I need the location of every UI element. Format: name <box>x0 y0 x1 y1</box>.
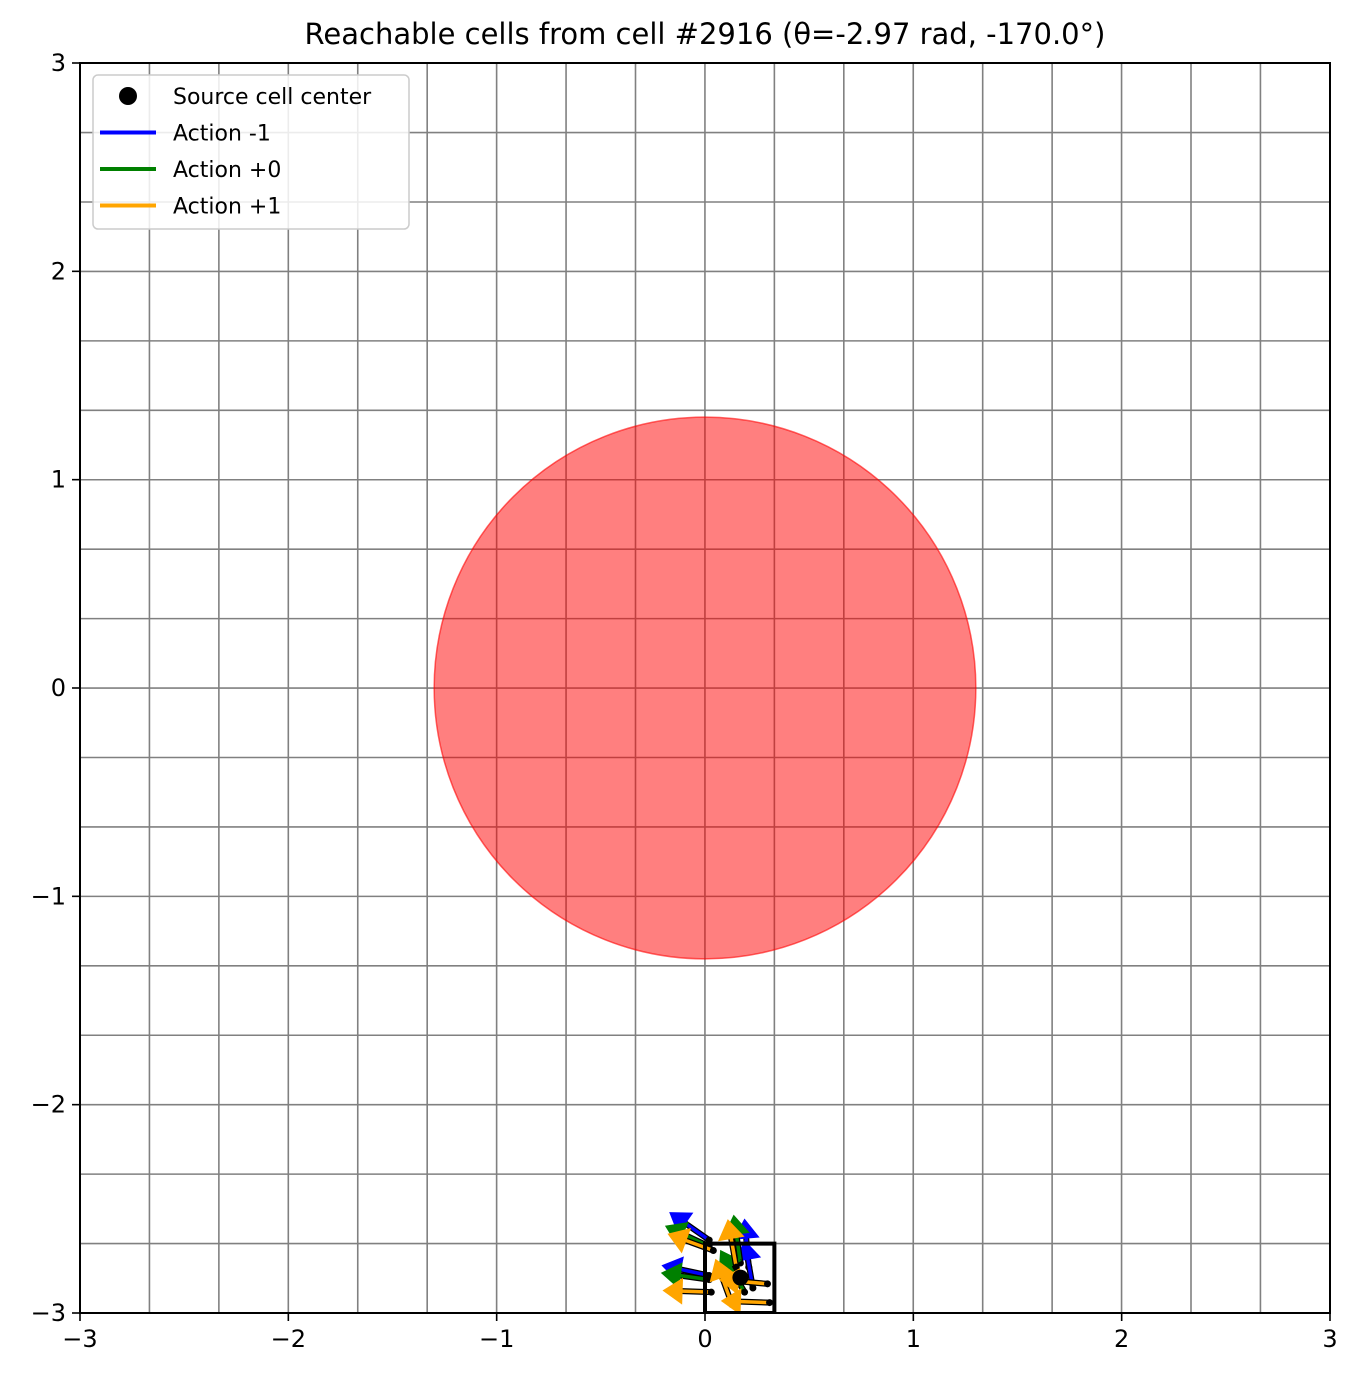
obstacle-layer <box>433 416 977 960</box>
x-tick-label: −1 <box>479 1325 514 1353</box>
legend-label: Action +1 <box>173 195 281 220</box>
x-tick-label: 2 <box>1114 1325 1129 1353</box>
y-tick-label: 0 <box>51 674 66 702</box>
x-tick-label: −3 <box>62 1325 97 1353</box>
arrow-origin-dot <box>766 1299 774 1307</box>
y-tick-label: −3 <box>31 1299 66 1327</box>
arrow-origin-dot <box>749 1284 757 1292</box>
arrow-head <box>667 1228 691 1254</box>
source-cell-center-dot <box>732 1269 749 1286</box>
arrow-head <box>662 1277 684 1305</box>
arrow-head <box>720 1288 742 1313</box>
y-tick-label: −1 <box>31 882 66 910</box>
x-tick-label: −2 <box>271 1325 306 1353</box>
arrow-origin-dot <box>741 1288 749 1296</box>
legend-entry: Source cell center <box>119 85 372 110</box>
arrow-origin-dot <box>709 1247 717 1254</box>
x-tick-label: 1 <box>906 1325 921 1353</box>
axis-ticks: −3 −2 −1 0 1 2 3 −3 −2 −1 0 1 2 3 <box>31 49 1338 1353</box>
x-tick-label: 3 <box>1322 1325 1337 1353</box>
source-cell-outline <box>703 1241 777 1313</box>
arrow-origin-dot <box>764 1280 771 1288</box>
legend-label: Action -1 <box>173 122 271 147</box>
legend-entry: Action +0 <box>100 158 281 183</box>
arrow-origin-dot <box>707 1288 715 1296</box>
arrow-origin-dot <box>732 1263 740 1271</box>
legend-entry: Action +1 <box>100 195 281 220</box>
arrow-shaft <box>683 1221 711 1242</box>
legend-label: Source cell center <box>173 85 372 110</box>
arrow-shaft <box>738 1299 772 1305</box>
reachable-arrow <box>667 1228 717 1254</box>
y-tick-label: 3 <box>51 49 66 77</box>
y-tick-label: 1 <box>51 466 66 494</box>
arrow-shaft <box>684 1238 716 1253</box>
legend-marker-dot <box>119 87 137 105</box>
arrows-layer <box>660 1212 774 1313</box>
y-tick-label: −2 <box>31 1091 66 1119</box>
legend-box <box>92 74 410 230</box>
source-cell-layer <box>703 1241 777 1313</box>
obstacle-circle <box>433 416 977 960</box>
legend-label: Action +0 <box>173 158 281 183</box>
legend-entry: Action -1 <box>100 122 271 147</box>
arrow-head <box>709 1258 735 1283</box>
y-tick-label: 2 <box>51 257 66 285</box>
arrow-head <box>718 1219 745 1242</box>
arrow-shaft <box>734 1232 743 1265</box>
legend: Source cell center Action -1 Action +0 Acti… <box>92 74 410 230</box>
chart-title: Reachable cells from cell #2916 (θ=-2.97… <box>305 17 1106 51</box>
x-tick-label: 0 <box>697 1325 712 1353</box>
reachable-arrow <box>720 1288 774 1313</box>
